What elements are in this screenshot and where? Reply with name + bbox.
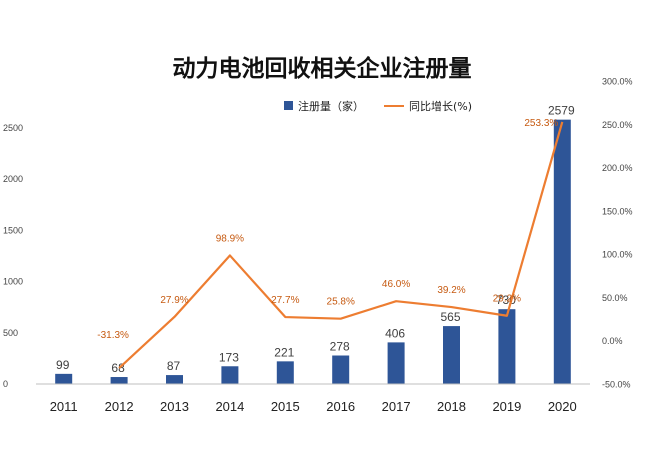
right-tick-label: 300.0% xyxy=(602,77,633,87)
x-tick-label: 2017 xyxy=(382,399,411,414)
chart-title: 动力电池回收相关企业注册量 xyxy=(173,55,472,82)
growth-value-label: -31.3% xyxy=(97,330,129,341)
right-axis: -50.0% 0.0% 50.0% 100.0% 150.0% 200.0% 250.0% 3… xyxy=(602,77,633,390)
growth-value-label: 253.3% xyxy=(524,118,558,129)
right-tick-label: 250.0% xyxy=(602,120,633,130)
growth-value-label: 25.8% xyxy=(327,297,355,308)
x-tick-label: 2014 xyxy=(215,399,244,414)
left-tick-label: 2500 xyxy=(3,123,23,133)
legend: 注册量（家） 同比增长(%) xyxy=(284,99,472,113)
growth-value-label: 27.7% xyxy=(271,295,299,306)
bar-value-label: 406 xyxy=(385,326,405,340)
bar xyxy=(276,361,294,384)
bar xyxy=(553,119,571,384)
left-tick-label: 2000 xyxy=(3,174,23,184)
growth-value-label: 39.2% xyxy=(437,285,465,296)
growth-value-label: 27.9% xyxy=(160,295,188,306)
bar xyxy=(498,309,516,384)
right-tick-label: 200.0% xyxy=(602,163,633,173)
left-tick-label: 0 xyxy=(3,379,8,389)
bar-value-label: 221 xyxy=(274,345,294,359)
growth-value-label: 46.0% xyxy=(382,279,410,290)
right-tick-label: 0.0% xyxy=(602,336,623,346)
x-tick-label: 2012 xyxy=(105,399,134,414)
x-axis: 2011 2012 2013 2014 2015 2016 2017 2018 2019 2020 xyxy=(36,383,590,414)
x-tick-label: 2019 xyxy=(492,399,521,414)
growth-value-label: 29.2% xyxy=(493,294,521,305)
x-tick-label: 2013 xyxy=(160,399,189,414)
legend-label-line: 同比增长(%) xyxy=(409,99,472,113)
bar xyxy=(55,373,73,384)
bar-value-label: 87 xyxy=(167,359,181,373)
bar-value-label: 2579 xyxy=(548,104,575,118)
bar xyxy=(332,355,350,384)
x-tick-label: 2018 xyxy=(437,399,466,414)
legend-swatch-bar xyxy=(284,101,293,110)
x-tick-label: 2020 xyxy=(548,399,577,414)
growth-line xyxy=(118,121,564,369)
growth-value-label: 98.9% xyxy=(216,233,244,244)
bar xyxy=(443,326,460,384)
legend-label-bar: 注册量（家） xyxy=(298,99,364,113)
right-tick-label: 150.0% xyxy=(602,206,633,216)
line-series: -31.3% 27.9% 98.9% 27.7% 25.8% 46.0% 39.2% 29.2… xyxy=(97,118,564,369)
left-axis: 0 500 1000 1500 2000 2500 xyxy=(3,123,23,389)
x-tick-label: 2011 xyxy=(50,399,78,414)
bar-value-label: 565 xyxy=(440,310,460,324)
bar xyxy=(166,375,183,384)
left-tick-label: 1500 xyxy=(3,225,23,235)
bar xyxy=(387,342,405,384)
right-tick-label: 50.0% xyxy=(602,293,628,303)
bar-value-label: 173 xyxy=(219,350,239,364)
bar-value-label: 99 xyxy=(56,358,70,372)
x-tick-label: 2016 xyxy=(326,399,355,414)
left-tick-label: 1000 xyxy=(3,277,23,287)
x-tick-label: 2015 xyxy=(271,399,300,414)
bar-value-label: 278 xyxy=(330,340,350,354)
bar xyxy=(221,366,239,384)
right-tick-label: -50.0% xyxy=(602,379,631,389)
left-tick-label: 500 xyxy=(3,328,18,338)
bar xyxy=(110,377,128,384)
right-tick-label: 100.0% xyxy=(602,250,633,260)
